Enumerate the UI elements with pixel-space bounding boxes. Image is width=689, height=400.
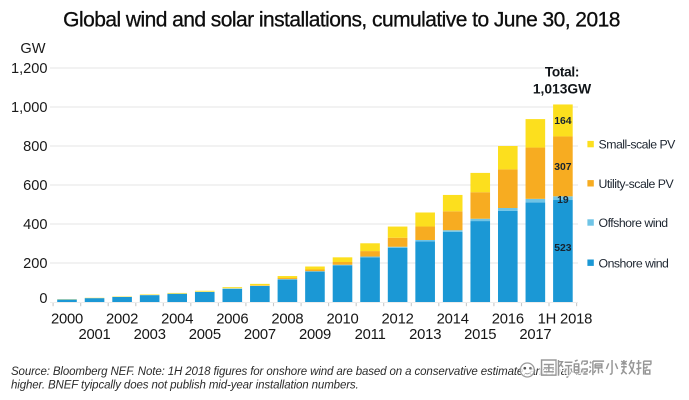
svg-text:Global wind and solar installa: Global wind and solar installations, cum… (63, 8, 620, 31)
svg-text:2016: 2016 (492, 312, 524, 328)
svg-text:Small-scale PV: Small-scale PV (599, 138, 677, 152)
svg-text:800: 800 (23, 139, 47, 155)
svg-text:200: 200 (23, 256, 47, 272)
svg-text:Utility-scale PV: Utility-scale PV (599, 177, 675, 191)
svg-text:2011: 2011 (355, 327, 386, 343)
svg-text:2008: 2008 (271, 312, 303, 328)
svg-text:1,000: 1,000 (11, 100, 48, 116)
svg-text:GW: GW (20, 41, 45, 57)
svg-text:2004: 2004 (161, 312, 193, 328)
svg-text:523: 523 (554, 243, 572, 254)
svg-text:2001: 2001 (78, 327, 110, 343)
svg-text:164: 164 (554, 116, 572, 127)
svg-text:Offshore wind: Offshore wind (599, 216, 669, 230)
svg-text:2009: 2009 (299, 327, 331, 343)
svg-text:2017: 2017 (519, 327, 551, 343)
svg-text:600: 600 (23, 178, 47, 194)
svg-text:19: 19 (557, 195, 569, 206)
svg-text:2005: 2005 (189, 327, 221, 343)
svg-text:1,200: 1,200 (11, 61, 48, 77)
svg-text:2013: 2013 (409, 327, 441, 343)
svg-text:2012: 2012 (382, 312, 414, 328)
svg-text:2000: 2000 (51, 312, 83, 328)
svg-text:2006: 2006 (216, 312, 248, 328)
svg-text:1,013GW: 1,013GW (533, 81, 592, 96)
svg-text:Total:: Total: (545, 65, 579, 80)
svg-text:Source: Bloomberg NEF. Note: 1: Source: Bloomberg NEF. Note: 1H 2018 fig… (11, 366, 588, 378)
svg-text:1H 2018: 1H 2018 (538, 312, 593, 328)
svg-text:Onshore wind: Onshore wind (599, 256, 670, 270)
svg-text:2010: 2010 (326, 312, 358, 328)
svg-text:2002: 2002 (106, 312, 138, 328)
svg-text:higher. BNEF tyipcally does no: higher. BNEF tyipcally does not publish … (11, 380, 359, 392)
svg-text:2003: 2003 (134, 327, 166, 343)
svg-text:2015: 2015 (464, 327, 496, 343)
svg-text:307: 307 (554, 162, 572, 173)
svg-text:2007: 2007 (244, 327, 276, 343)
svg-text:2014: 2014 (437, 312, 469, 328)
svg-text:400: 400 (23, 217, 47, 233)
svg-text:0: 0 (39, 291, 47, 307)
